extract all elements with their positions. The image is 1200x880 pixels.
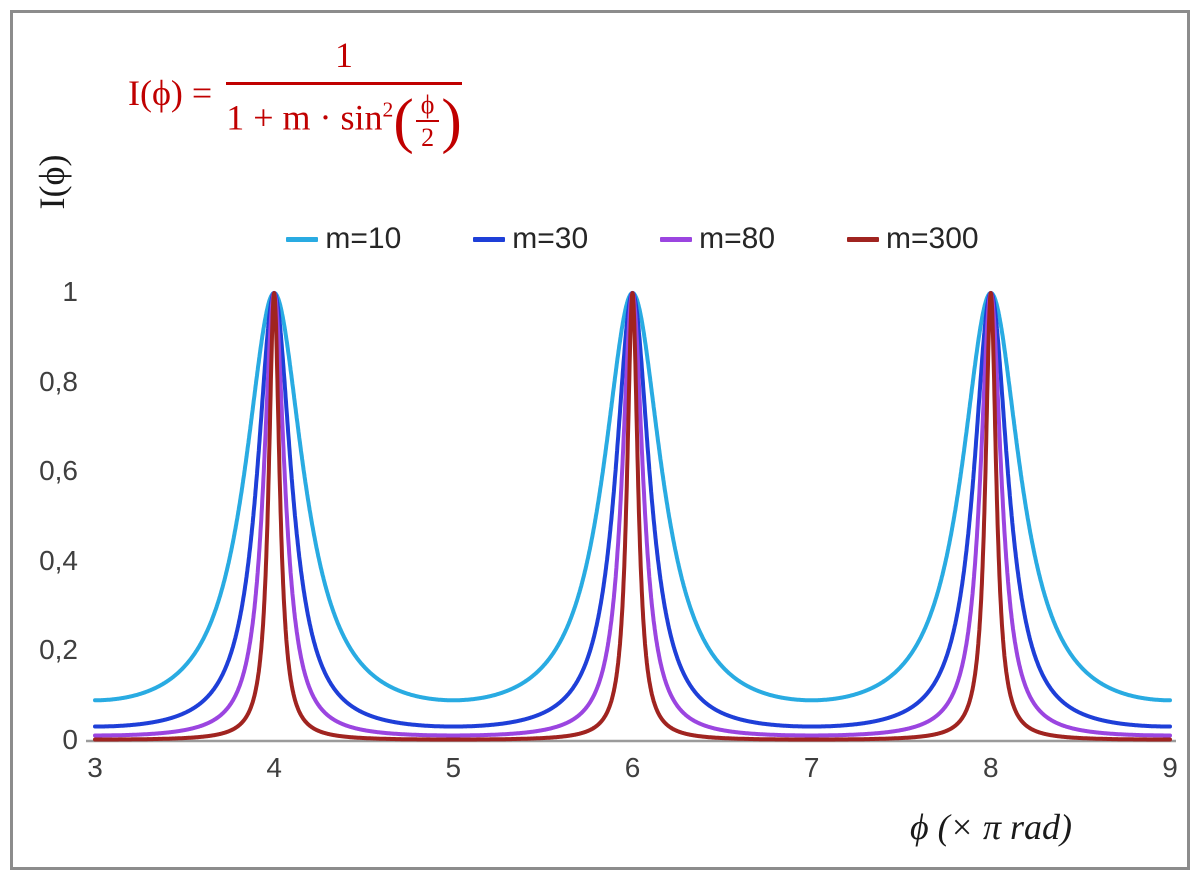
x-tick-label: 6 [624, 752, 641, 783]
legend: m=10 m=30 m=80 m=300 [95, 222, 1170, 256]
formula-den-exponent: 2 [382, 97, 394, 122]
formula-denominator: 1 + m · sin2(ϕ 2) [226, 85, 462, 153]
legend-swatch [286, 236, 319, 242]
x-axis-title: ϕ (× π rad) [910, 807, 1072, 847]
x-tick-label: 5 [445, 752, 462, 783]
y-tick-label: 0,6 [39, 455, 78, 487]
y-tick-label: 0,2 [39, 634, 78, 666]
x-tick-label: 7 [803, 752, 820, 783]
y-tick-label: 0,8 [39, 365, 78, 397]
x-tick-label: 4 [266, 752, 282, 783]
legend-swatch [660, 236, 693, 242]
formula-numerator: 1 [226, 34, 462, 85]
legend-item-m=30: m=30 [473, 222, 588, 256]
formula-inner-denominator: 2 [421, 123, 435, 153]
legend-item-m=10: m=10 [286, 222, 401, 256]
formula-close-paren: ) [441, 87, 462, 156]
formula-open-paren: ( [393, 87, 414, 156]
x-tick-label: 9 [1162, 752, 1178, 783]
legend-item-m=300: m=300 [847, 222, 979, 256]
legend-swatch [847, 236, 880, 242]
y-axis-title: I(ϕ) [32, 154, 72, 210]
legend-label: m=10 [325, 222, 402, 255]
formula-fraction: 1 1 + m · sin2(ϕ 2) [226, 34, 462, 153]
legend-label: m=80 [699, 222, 776, 255]
legend-swatch [473, 236, 506, 242]
formula: I(ϕ) = 1 1 + m · sin2(ϕ 2) [128, 34, 462, 153]
y-tick-label: 0 [62, 724, 78, 755]
y-tick-label: 1 [62, 276, 78, 307]
y-tick-label: 0,4 [39, 544, 78, 576]
legend-label: m=30 [512, 222, 589, 255]
x-tick-label: 3 [87, 752, 103, 783]
formula-den-prefix: 1 + m · sin [226, 97, 383, 138]
x-tick-label: 8 [983, 752, 999, 783]
formula-inner-numerator: ϕ [415, 91, 440, 123]
formula-lhs: I(ϕ) = [128, 72, 213, 113]
legend-label: m=300 [886, 222, 979, 255]
legend-item-m=80: m=80 [660, 222, 775, 256]
